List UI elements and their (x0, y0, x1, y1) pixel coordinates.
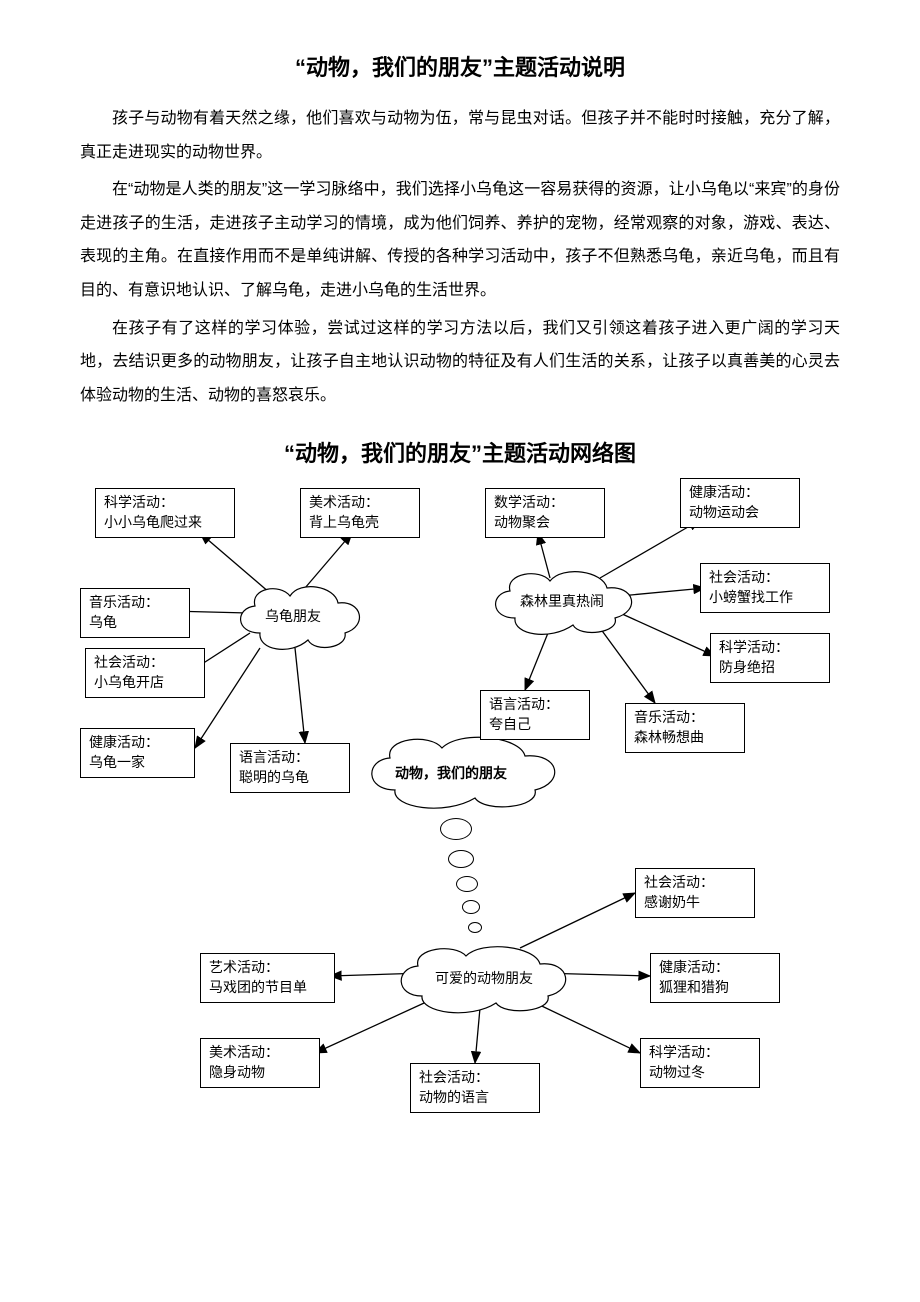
box-art-circus: 艺术活动： 马戏团的节目单 (200, 953, 335, 1002)
box-music-forest-song: 音乐活动： 森林畅想曲 (625, 703, 745, 752)
box-social-crab-job: 社会活动： 小螃蟹找工作 (700, 563, 830, 612)
paragraph-3: 在孩子有了这样的学习体验，尝试过这样的学习方法以后，我们又引领这着孩子进入更广阔… (80, 312, 840, 413)
box-lang-praise-self: 语言活动： 夸自己 (480, 690, 590, 739)
cloud-turtle-label: 乌龟朋友 (265, 606, 321, 626)
box-social-animal-lang: 社会活动： 动物的语言 (410, 1063, 540, 1112)
box-social-turtle-shop: 社会活动： 小乌龟开店 (85, 648, 205, 697)
box-social-thank-cow: 社会活动： 感谢奶牛 (635, 868, 755, 917)
box-art-turtle-shell: 美术活动： 背上乌龟壳 (300, 488, 420, 537)
box-music-turtle: 音乐活动： 乌龟 (80, 588, 190, 637)
paragraph-2: 在“动物是人类的朋友”这一学习脉络中，我们选择小乌龟这一容易获得的资源，让小乌龟… (80, 173, 840, 307)
cloud-cute-label: 可爱的动物朋友 (435, 968, 533, 988)
box-math-animal-party: 数学活动： 动物聚会 (485, 488, 605, 537)
box-science-defense: 科学活动： 防身绝招 (710, 633, 830, 682)
page-title: “动物，我们的朋友”主题活动说明 (80, 50, 840, 82)
cloud-forest-label: 森林里真热闹 (520, 591, 604, 611)
diagram-title: “动物，我们的朋友”主题活动网络图 (80, 436, 840, 468)
box-health-fox-hound: 健康活动： 狐狸和猎狗 (650, 953, 780, 1002)
box-science-turtle-crawl: 科学活动： 小小乌龟爬过来 (95, 488, 235, 537)
box-lang-smart-turtle: 语言活动： 聪明的乌龟 (230, 743, 350, 792)
paragraph-1: 孩子与动物有着天然之缘，他们喜欢与动物为伍，常与昆虫对话。但孩子并不能时时接触，… (80, 102, 840, 169)
box-art-hidden-animal: 美术活动： 隐身动物 (200, 1038, 320, 1087)
box-health-sports-meet: 健康活动： 动物运动会 (680, 478, 800, 527)
network-diagram: 乌龟朋友 森林里真热闹 动物，我们的朋友 可爱的动物朋友 科学活动： 小小乌龟爬… (80, 478, 860, 1128)
box-science-winter: 科学活动： 动物过冬 (640, 1038, 760, 1087)
cloud-center-label: 动物，我们的朋友 (395, 763, 507, 783)
box-health-turtle-family: 健康活动： 乌龟一家 (80, 728, 195, 777)
